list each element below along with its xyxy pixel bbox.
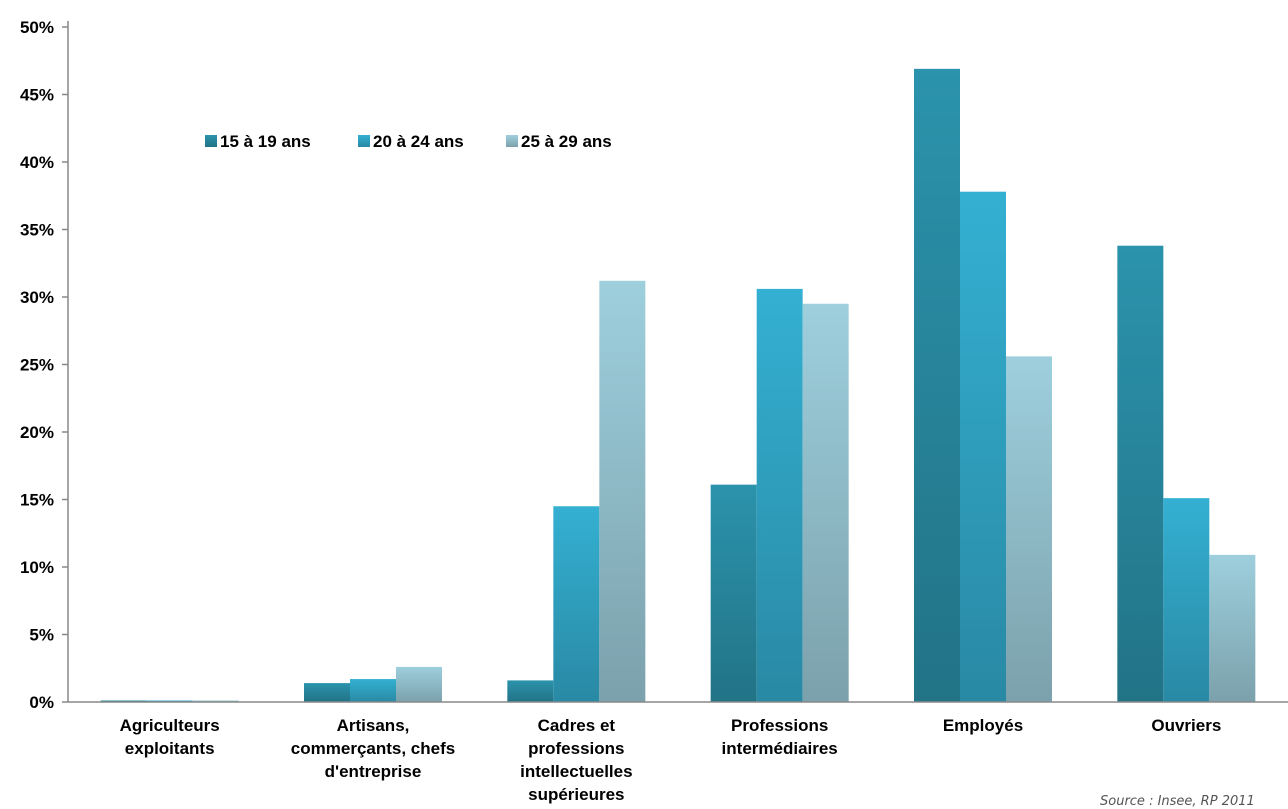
x-tick-label: commerçants, chefs <box>291 739 455 758</box>
y-tick-label: 20% <box>20 423 54 442</box>
x-tick-label: intermédiaires <box>722 739 838 758</box>
bar <box>507 680 554 702</box>
x-tick-label: Cadres et <box>538 716 616 735</box>
y-tick-label: 10% <box>20 558 54 577</box>
bar <box>350 679 396 702</box>
bar <box>960 191 1006 702</box>
x-tick-label: Ouvriers <box>1151 716 1221 735</box>
x-axis-labels: Agriculteurs exploitants Artisans, commerça… <box>120 716 1222 804</box>
bar <box>914 68 960 703</box>
bars-group <box>100 68 1256 703</box>
bar <box>1163 498 1210 702</box>
y-tick-label: 5% <box>29 626 54 645</box>
y-tick-label: 50% <box>20 18 54 37</box>
y-tick-label: 30% <box>20 288 54 307</box>
bar <box>1117 245 1164 702</box>
bar <box>710 484 757 702</box>
bar <box>553 506 600 702</box>
legend-label: 15 à 19 ans <box>220 132 311 151</box>
bar <box>304 683 350 702</box>
y-tick-label: 0% <box>29 693 54 712</box>
y-tick-label: 25% <box>20 356 54 375</box>
legend-label: 25 à 29 ans <box>521 132 612 151</box>
bar <box>802 303 849 702</box>
y-tick-label: 45% <box>20 86 54 105</box>
y-tick-label: 35% <box>20 221 54 240</box>
legend: 15 à 19 ans 20 à 24 ans 25 à 29 ans <box>205 132 612 151</box>
legend-swatch <box>506 135 518 147</box>
x-tick-label: intellectuelles <box>520 762 632 781</box>
legend-swatch <box>205 135 217 147</box>
bar <box>599 280 646 702</box>
x-tick-label: Professions <box>731 716 828 735</box>
y-tick-label: 40% <box>20 153 54 172</box>
x-tick-label: supérieures <box>528 785 624 804</box>
legend-label: 20 à 24 ans <box>373 132 464 151</box>
x-tick-label: d'entreprise <box>325 762 422 781</box>
x-tick-label: exploitants <box>125 739 215 758</box>
bar <box>1209 554 1256 702</box>
x-tick-label: Agriculteurs <box>120 716 220 735</box>
x-tick-label: Artisans, <box>337 716 410 735</box>
legend-swatch <box>358 135 370 147</box>
x-tick-label: Employés <box>943 716 1023 735</box>
bar <box>756 288 803 702</box>
x-tick-label: professions <box>528 739 624 758</box>
y-tick-label: 15% <box>20 491 54 510</box>
bar <box>396 666 442 702</box>
bar <box>1006 356 1052 702</box>
source-note: Source : Insee, RP 2011 <box>1100 794 1255 809</box>
y-axis-ticks: 0% 5% 10% 15% 20% 25% 30% 35% 40% 45% 50% <box>20 18 68 712</box>
